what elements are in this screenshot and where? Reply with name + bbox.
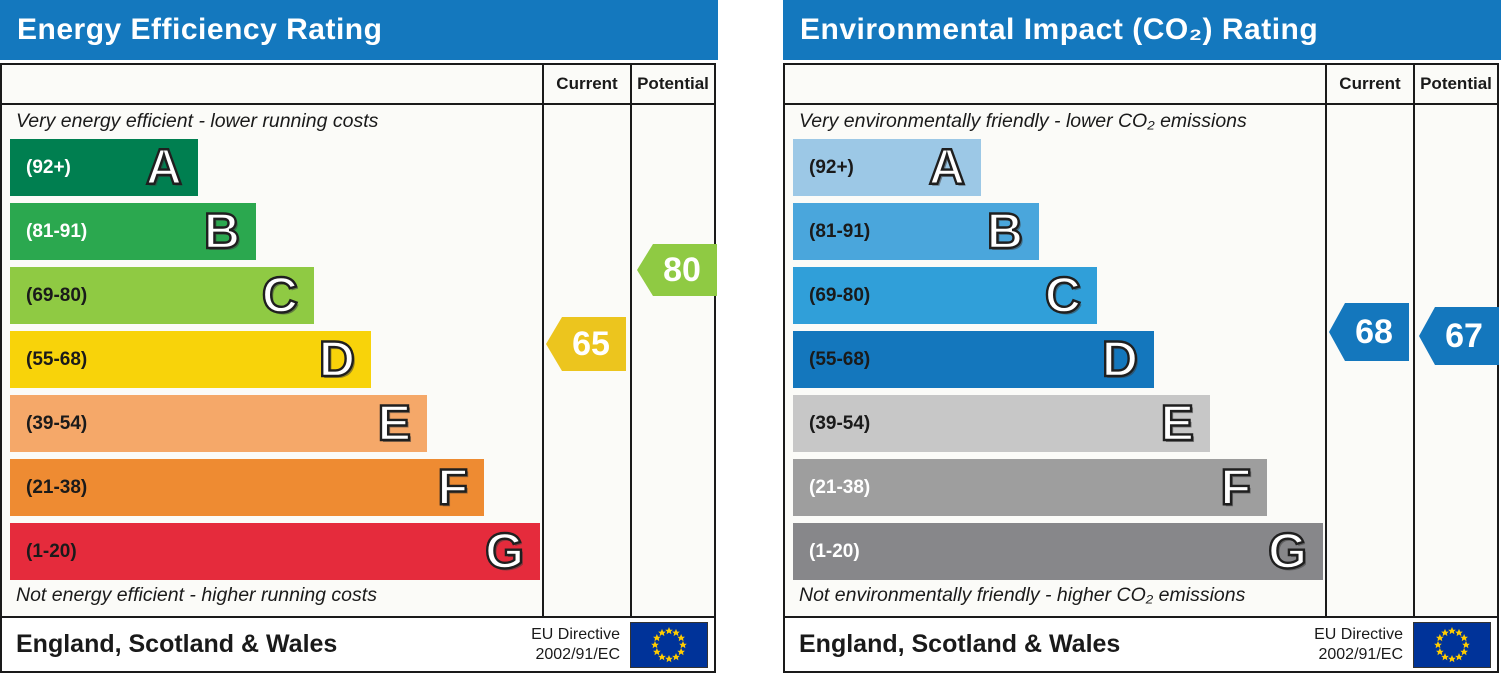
potential-column-header: Potential bbox=[637, 74, 709, 93]
band-range-label: (92+) bbox=[809, 156, 854, 178]
current-column-header: Current bbox=[556, 74, 618, 93]
header-row-divider bbox=[2, 103, 714, 105]
eu-directive-label: EU Directive 2002/91/EC bbox=[1314, 625, 1403, 665]
environmental-impact-footer: England, Scotland & Wales EU Directive 2… bbox=[783, 616, 1499, 673]
potential-rating-value: 67 bbox=[1445, 316, 1483, 355]
band-f: (21-38) F bbox=[10, 459, 484, 516]
environmental-impact-title: Environmental Impact (CO₂) Rating bbox=[800, 13, 1319, 46]
band-letter: D bbox=[318, 330, 357, 387]
current-rating-arrow: 68 bbox=[1329, 303, 1409, 361]
potential-column-header: Potential bbox=[1420, 74, 1492, 93]
current-column-header: Current bbox=[1339, 74, 1401, 93]
band-letter: E bbox=[1159, 394, 1195, 451]
current-rating-arrow: 65 bbox=[546, 317, 626, 371]
potential-rating-value: 80 bbox=[663, 250, 701, 289]
header-row-divider bbox=[785, 103, 1497, 105]
band-b: (81-91) B bbox=[793, 203, 1039, 260]
energy-efficiency-table: Current Potential Very energy efficient … bbox=[0, 63, 717, 618]
potential-column-divider bbox=[630, 65, 632, 616]
region-label: England, Scotland & Wales bbox=[799, 630, 1121, 658]
potential-column-divider bbox=[1413, 65, 1415, 616]
eu-directive-label: EU Directive 2002/91/EC bbox=[531, 625, 620, 665]
energy-efficiency-title: Energy Efficiency Rating bbox=[17, 13, 383, 46]
band-g: (1-20) G bbox=[10, 523, 540, 580]
current-column-divider bbox=[1325, 65, 1327, 616]
band-letter: A bbox=[928, 138, 967, 195]
band-range-label: (1-20) bbox=[809, 540, 860, 562]
band-letter: C bbox=[261, 266, 300, 323]
band-letter: G bbox=[484, 522, 525, 579]
current-rating-value: 65 bbox=[572, 324, 610, 363]
environmental-impact-header: Environmental Impact (CO₂) Rating bbox=[783, 0, 1501, 60]
band-range-label: (69-80) bbox=[809, 284, 871, 306]
band-letter: C bbox=[1044, 266, 1083, 323]
band-range-label: (21-38) bbox=[809, 476, 871, 498]
band-letter: E bbox=[376, 394, 412, 451]
band-e: (39-54) E bbox=[793, 395, 1210, 452]
band-letter: B bbox=[986, 202, 1025, 259]
top-note: Very environmentally friendly - lower CO… bbox=[799, 110, 1247, 132]
band-g: (1-20) G bbox=[793, 523, 1323, 580]
band-range-label: (69-80) bbox=[26, 284, 88, 306]
band-b: (81-91) B bbox=[10, 203, 256, 260]
environmental-impact-panel: Environmental Impact (CO₂) Rating Curren… bbox=[783, 0, 1501, 675]
band-c: (69-80) C bbox=[793, 267, 1097, 324]
eu-directive-line1: EU Directive bbox=[1314, 625, 1403, 643]
eu-flag-icon bbox=[1413, 621, 1491, 668]
band-e: (39-54) E bbox=[10, 395, 427, 452]
eu-directive-line2: 2002/91/EC bbox=[535, 645, 620, 663]
band-letter: F bbox=[436, 458, 469, 515]
rating-bands: (92+) A (81-91) B (69-80) C (55-68) D (3… bbox=[10, 139, 540, 587]
band-d: (55-68) D bbox=[793, 331, 1154, 388]
energy-efficiency-header: Energy Efficiency Rating bbox=[0, 0, 718, 60]
band-letter: A bbox=[145, 138, 184, 195]
potential-rating-arrow: 80 bbox=[637, 244, 717, 296]
band-range-label: (1-20) bbox=[26, 540, 77, 562]
band-c: (69-80) C bbox=[10, 267, 314, 324]
band-a: (92+) A bbox=[10, 139, 198, 196]
rating-bands: (92+) A (81-91) B (69-80) C (55-68) D (3… bbox=[793, 139, 1323, 587]
current-column-divider bbox=[542, 65, 544, 616]
eu-directive-line1: EU Directive bbox=[531, 625, 620, 643]
bottom-note: Not environmentally friendly - higher CO… bbox=[799, 584, 1246, 606]
band-letter: G bbox=[1267, 522, 1308, 579]
band-range-label: (39-54) bbox=[809, 412, 871, 434]
environmental-impact-table: Current Potential Very environmentally f… bbox=[783, 63, 1499, 618]
top-note: Very energy efficient - lower running co… bbox=[16, 110, 379, 132]
band-letter: D bbox=[1101, 330, 1140, 387]
band-letter: F bbox=[1219, 458, 1252, 515]
band-letter: B bbox=[203, 202, 242, 259]
eu-directive-line2: 2002/91/EC bbox=[1318, 645, 1403, 663]
band-f: (21-38) F bbox=[793, 459, 1267, 516]
band-range-label: (81-91) bbox=[809, 220, 871, 242]
potential-rating-arrow: 67 bbox=[1419, 307, 1499, 365]
band-range-label: (92+) bbox=[26, 156, 71, 178]
band-range-label: (55-68) bbox=[26, 348, 88, 370]
band-range-label: (21-38) bbox=[26, 476, 88, 498]
eu-flag-icon bbox=[630, 621, 708, 668]
band-range-label: (39-54) bbox=[26, 412, 88, 434]
energy-efficiency-panel: Energy Efficiency Rating Current Potenti… bbox=[0, 0, 718, 675]
bottom-note: Not energy efficient - higher running co… bbox=[16, 584, 377, 606]
current-rating-value: 68 bbox=[1355, 312, 1393, 351]
energy-efficiency-footer: England, Scotland & Wales EU Directive 2… bbox=[0, 616, 716, 673]
region-label: England, Scotland & Wales bbox=[16, 630, 338, 658]
band-a: (92+) A bbox=[793, 139, 981, 196]
band-range-label: (81-91) bbox=[26, 220, 88, 242]
band-range-label: (55-68) bbox=[809, 348, 871, 370]
band-d: (55-68) D bbox=[10, 331, 371, 388]
